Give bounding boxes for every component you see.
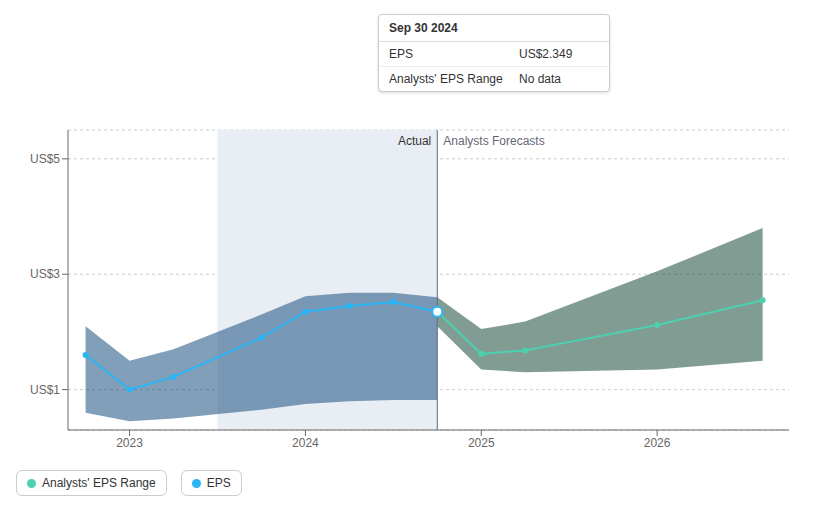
html-text:Analysts' EPS Range: Analysts' EPS Range <box>389 72 503 86</box>
svg-text:US$5: US$5 <box>30 152 60 166</box>
svg-text:2026: 2026 <box>644 436 671 450</box>
svg-text:2025: 2025 <box>468 436 495 450</box>
svg-text:Actual: Actual <box>398 134 431 148</box>
html-text:No data: No data <box>519 72 561 86</box>
svg-text:US$3: US$3 <box>30 267 60 281</box>
svg-text:US$1: US$1 <box>30 383 60 397</box>
html-text:EPS: EPS <box>389 47 413 61</box>
html-text:EPS: EPS <box>206 476 231 490</box>
svg-text:2023: 2023 <box>116 436 143 450</box>
svg-text:2024: 2024 <box>292 436 319 450</box>
html-text:US$2.349: US$2.349 <box>519 47 573 61</box>
html-text:Sep 30 2024: Sep 30 2024 <box>389 21 458 35</box>
svg-text:Analysts Forecasts: Analysts Forecasts <box>443 134 544 148</box>
html-text:Analysts' EPS Range: Analysts' EPS Range <box>42 476 156 490</box>
